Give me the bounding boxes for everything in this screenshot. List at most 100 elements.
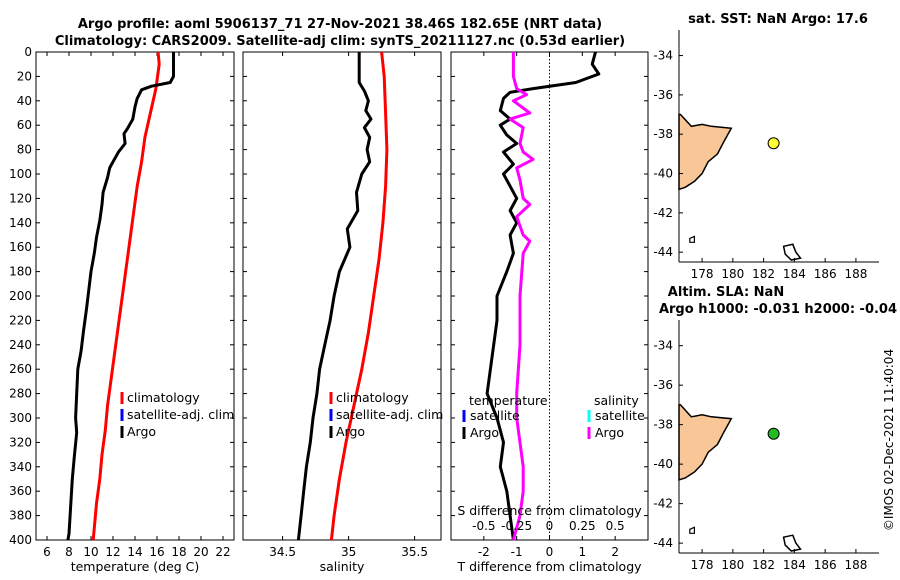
title-line1: Argo profile: aoml 5906137_71 27-Nov-202… [78, 17, 602, 32]
map-sla-title: Altim. SLA: NaN [668, 285, 784, 300]
argo-location-marker [767, 427, 780, 440]
ytick-label: 260 [9, 362, 32, 376]
xtick-label: 35.5 [401, 545, 428, 559]
xtick2-label: -0.25 [501, 519, 532, 533]
ytick-label: 120 [9, 191, 32, 205]
ytick-label: 80 [17, 143, 32, 157]
ytick-label: 400 [9, 533, 32, 547]
island-chatham [782, 243, 802, 261]
xtick-label: 34.5 [269, 545, 296, 559]
title-line2: Climatology: CARS2009. Satellite-adj cli… [55, 34, 625, 49]
legend-label: satellite [595, 408, 645, 423]
series-argo [66, 52, 175, 541]
map-ytick-label: -36 [653, 378, 673, 392]
map-ytick-label: -42 [653, 206, 673, 220]
map-xtick-label: 186 [814, 267, 837, 281]
map-xtick-label: 182 [752, 558, 775, 572]
legend-label: satellite-adj. clim [127, 407, 234, 422]
xtick2-label: -0.5 [472, 519, 495, 533]
axes-difference [450, 51, 649, 541]
ytick-label: 240 [9, 338, 32, 352]
argo-location-marker [767, 137, 780, 150]
xlabel-salinity: salinity [320, 559, 365, 574]
map-ytick-label: -44 [653, 536, 673, 550]
xtick-label: 0 [546, 545, 554, 559]
xlabel2-difference: S difference from climatology [457, 503, 642, 518]
map-ytick-label: -38 [653, 127, 673, 141]
map-ytick-label: -42 [653, 497, 673, 511]
map-ytick-label: -34 [653, 49, 673, 63]
map-xtick-label: 188 [844, 267, 867, 281]
map-xtick-label: 182 [752, 267, 775, 281]
xtick2-label: 0 [546, 519, 554, 533]
legend-label: satellite-adj. clim [336, 407, 443, 422]
map-ytick-label: -44 [653, 245, 673, 259]
ytick-label: 180 [9, 265, 32, 279]
ytick-label: 380 [9, 509, 32, 523]
xtick-label: 12 [105, 545, 120, 559]
ytick-label: 340 [9, 460, 32, 474]
ytick-label: 60 [17, 118, 32, 132]
legend-title-temperature: temperature [469, 393, 548, 408]
map-xtick-label: 178 [691, 558, 714, 572]
ytick-label: 20 [17, 69, 32, 83]
island-small [689, 526, 696, 534]
xtick-label: 2 [611, 545, 619, 559]
legend-label: satellite [470, 408, 520, 423]
xtick-label: 35 [341, 545, 356, 559]
map-xtick-label: 180 [721, 558, 744, 572]
map-xtick-label: 184 [783, 267, 806, 281]
xtick-label: 1 [579, 545, 587, 559]
xtick-label: -2 [478, 545, 490, 559]
map-ytick-label: -36 [653, 88, 673, 102]
map-xtick-label: 186 [814, 558, 837, 572]
map-xtick-label: 184 [783, 558, 806, 572]
series-argo [296, 52, 373, 541]
xtick-label: 20 [193, 545, 208, 559]
legend-label: Argo [470, 425, 499, 440]
ytick-label: 0 [24, 45, 32, 59]
xlabel-difference: T difference from climatology [456, 559, 642, 574]
xtick2-label: 0.25 [569, 519, 596, 533]
map-ytick-label: -40 [653, 167, 673, 181]
map-sla-title2: Argo h1000: -0.031 h2000: -0.04 [659, 302, 897, 317]
land-north-island [678, 404, 733, 481]
ytick-label: 40 [17, 94, 32, 108]
legend-label: Argo [336, 424, 365, 439]
map-ytick-label: -40 [653, 457, 673, 471]
footer-timestamp: ©IMOS 02-Dec-2021 11:40:04 [882, 349, 896, 531]
xtick-label: 6 [43, 545, 51, 559]
island-small [689, 235, 696, 243]
series-s-argo [508, 52, 535, 541]
ytick-label: 300 [9, 411, 32, 425]
axes-temperature [35, 51, 235, 541]
legend-label: climatology [336, 390, 409, 405]
map-xtick-label: 178 [691, 267, 714, 281]
legend-label: Argo [595, 425, 624, 440]
legend-label: climatology [127, 390, 200, 405]
ytick-label: 200 [9, 289, 32, 303]
legend-title-salinity: salinity [594, 393, 639, 408]
island-chatham [782, 534, 802, 552]
xtick2-label: 0.5 [606, 519, 625, 533]
xtick-label: 22 [215, 545, 230, 559]
ytick-label: 100 [9, 167, 32, 181]
xtick-label: 18 [171, 545, 186, 559]
legend-label: Argo [127, 424, 156, 439]
ytick-label: 320 [9, 435, 32, 449]
ytick-label: 360 [9, 484, 32, 498]
series-climatology [329, 51, 389, 541]
xtick-label: 8 [65, 545, 73, 559]
xtick-label: -1 [511, 545, 523, 559]
map-ytick-label: -34 [653, 339, 673, 353]
map-xtick-label: 180 [721, 267, 744, 281]
xtick-label: 16 [149, 545, 164, 559]
ytick-label: 220 [9, 313, 32, 327]
xlabel-temperature: temperature (deg C) [71, 559, 200, 574]
series-climatology [91, 51, 161, 541]
series-t-argo [485, 51, 601, 541]
land-north-island [678, 113, 733, 191]
xtick-label: 10 [83, 545, 98, 559]
map-ytick-label: -38 [653, 418, 673, 432]
